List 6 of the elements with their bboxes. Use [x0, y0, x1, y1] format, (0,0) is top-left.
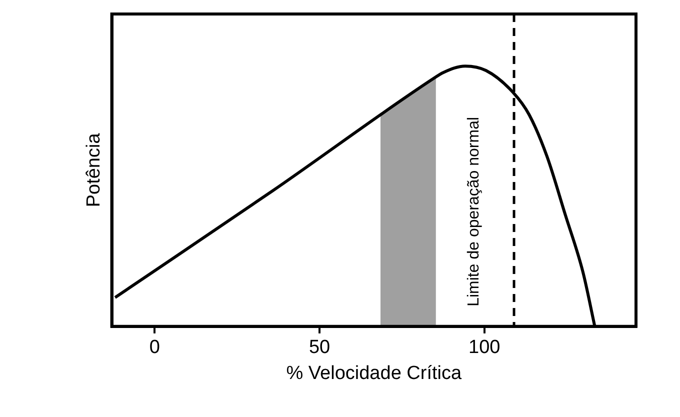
x-tick-label: 50 [308, 337, 330, 358]
x-axis-title: % Velocidade Crítica [286, 362, 462, 384]
x-tick-label: 0 [149, 337, 160, 358]
ref-line-label: Limite de operação normal [465, 116, 482, 306]
x-tick-label: 100 [468, 337, 500, 358]
y-axis-title: Potência [84, 132, 105, 208]
